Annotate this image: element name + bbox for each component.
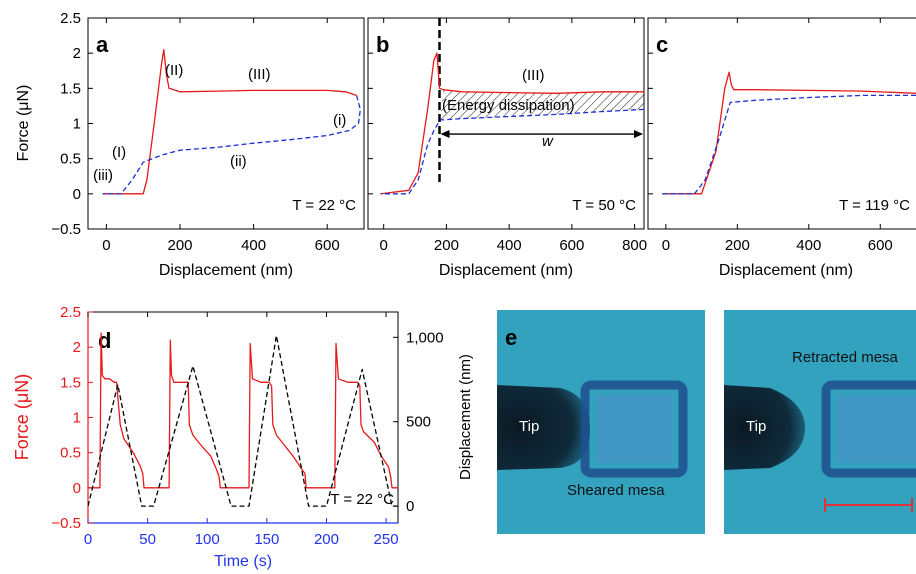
xtick-label-b-3: 600 (559, 237, 584, 254)
panel-e-label: e (505, 325, 517, 350)
panel-d-label: d (98, 328, 111, 353)
panel-a-annotations: (I) (II) (III) (i) (ii) (iii) T = 22 °C (93, 62, 356, 214)
series-a-0 (102, 49, 357, 195)
xtick-label-a-3: 600 (315, 237, 340, 254)
series-c-1 (662, 94, 916, 195)
energy-dissipation-label: (Energy dissipation) (442, 97, 575, 114)
tip-shape-left (497, 385, 590, 470)
xtick-label-d-3: 150 (254, 531, 279, 548)
tip-label-right: Tip (746, 418, 766, 435)
series-d-0 (88, 332, 398, 489)
xtick-label-b-0: 0 (380, 237, 388, 254)
ylabel-d: Force (μN) (12, 374, 32, 460)
ytick-label-a-2: 0.5 (60, 151, 81, 168)
ytick-label-d-6: 2.5 (60, 304, 81, 321)
panel-e: e Tip Sheared mesa Tip Retracted mesa (497, 310, 916, 534)
temperature-label-a: T = 22 °C (292, 197, 356, 214)
ytick-label-a-3: 1 (73, 116, 81, 133)
xtick-label-a-1: 200 (167, 237, 192, 254)
ylabel-d-right: Displacement (nm) (457, 354, 474, 480)
sheared-mesa-caption: Sheared mesa (567, 482, 665, 499)
temperature-label-c: T = 119 °C (839, 197, 910, 214)
xtick-label-b-4: 800 (622, 237, 647, 254)
xtick-label-d-5: 250 (374, 531, 399, 548)
series-b-1 (380, 108, 644, 195)
ytick-label-a-0: −0.5 (51, 221, 81, 238)
xtick-label-b-2: 400 (497, 237, 522, 254)
annotation-III: (III) (248, 66, 271, 83)
temperature-label-b: T = 50 °C (572, 197, 636, 214)
xtick-label-c-1: 200 (725, 237, 750, 254)
ytick-label-d-4: 1.5 (60, 374, 81, 391)
xtick-label-d-0: 0 (84, 531, 92, 548)
width-label: w (542, 133, 554, 150)
xlabel-d: Time (s) (214, 553, 272, 570)
ytick-label-a-6: 2.5 (60, 10, 81, 27)
panel-b-label: b (376, 32, 389, 57)
annotation-i: (i) (333, 112, 346, 129)
xtick-label-a-0: 0 (102, 237, 110, 254)
ytick-label-d-2: 0.5 (60, 445, 81, 462)
width-arrow-right-head (634, 130, 643, 139)
annotation-II: (II) (165, 62, 183, 79)
xlabel-a: Displacement (nm) (159, 262, 293, 279)
energy-dissipation-area (440, 89, 644, 120)
ytick-label-d-1: 0 (73, 480, 81, 497)
scale-bar (824, 498, 913, 512)
tip-shape-right (724, 385, 805, 470)
xtick-label-d-2: 100 (195, 531, 220, 548)
annotation-ii: (ii) (230, 153, 247, 170)
series-c-0 (662, 71, 916, 195)
ytick-label-d-5: 2 (73, 339, 81, 356)
panel-a-label: a (96, 32, 109, 57)
ytick-label-d-0: −0.5 (51, 515, 81, 532)
series-d-1 (88, 334, 398, 507)
panel-c-annotations: T = 119 °C (839, 197, 910, 214)
xtick-label-c-2: 400 (796, 237, 821, 254)
width-arrow-left-head (440, 130, 450, 139)
ytick-label-a-1: 0 (73, 186, 81, 203)
panel-c-label: c (656, 32, 668, 57)
annotation-III-b: (III) (522, 67, 545, 84)
annotation-I: (I) (112, 144, 126, 161)
series-b-0 (380, 52, 644, 195)
xlabel-b: Displacement (nm) (439, 262, 573, 279)
ytick-label-d-3: 1 (73, 410, 81, 427)
tip-label-left: Tip (519, 418, 539, 435)
xtick-label-b-1: 200 (434, 237, 459, 254)
xtick-label-c-0: 0 (662, 237, 670, 254)
xtick-label-d-1: 50 (139, 531, 156, 548)
panel-d-annotations: T = 22 °C (330, 491, 394, 508)
retracted-mesa-caption: Retracted mesa (792, 349, 899, 366)
panel-b-annotations: (III) (Energy dissipation) w T = 50 °C (442, 67, 636, 214)
series-a-1 (102, 95, 361, 195)
xtick-label-d-4: 200 (314, 531, 339, 548)
ytick-right-label-d-1: 500 (406, 414, 431, 431)
ytick-label-a-5: 2 (73, 45, 81, 62)
ylabel-a: Force (μN) (15, 85, 32, 162)
temperature-label-d: T = 22 °C (330, 491, 394, 508)
retracted-mesa-shape (821, 380, 916, 478)
ytick-right-label-d-2: 1,000 (406, 329, 444, 346)
xlabel-c: Displacement (nm) (719, 262, 853, 279)
annotation-iii: (iii) (93, 167, 113, 184)
xtick-label-a-2: 400 (241, 237, 266, 254)
ytick-label-a-4: 1.5 (60, 80, 81, 97)
ytick-right-label-d-0: 0 (406, 498, 414, 515)
xtick-label-c-3: 600 (868, 237, 893, 254)
sheared-mesa-shape (580, 380, 688, 478)
